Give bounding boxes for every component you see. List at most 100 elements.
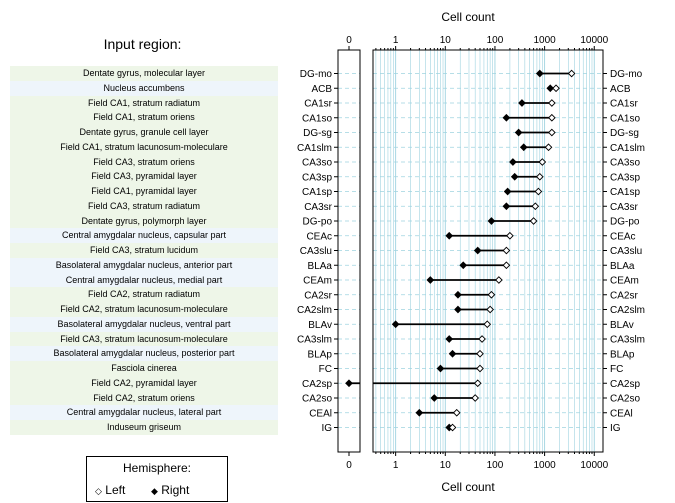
right-hemisphere-point <box>487 217 496 225</box>
region-abbr-right: ACB <box>610 84 631 95</box>
left-hemisphere-point <box>495 276 503 284</box>
region-name: Field CA2, stratum oriens <box>10 390 278 406</box>
legend-item-left: ◇ Left <box>95 483 125 497</box>
right-hemisphere-point <box>430 394 439 402</box>
page-title: Input region: <box>103 36 182 52</box>
region-name: Induseum griseum <box>10 420 278 435</box>
right-hemisphere-point <box>535 69 544 78</box>
legend-label-left: Left <box>105 483 126 497</box>
region-abbr-left: DG-sg <box>303 128 332 139</box>
right-hemisphere-point <box>510 172 519 181</box>
left-hemisphere-point <box>471 394 480 402</box>
left-hemisphere-point <box>502 261 511 270</box>
left-hemisphere-point <box>548 113 556 122</box>
zero-tick-label: 0 <box>346 35 352 46</box>
region-name: Central amygdalar nucleus, capsular part <box>10 228 278 243</box>
region-abbr-left: CA1sr <box>304 99 332 110</box>
right-hemisphere-point <box>503 187 512 196</box>
region-name: Field CA2, pyramidal layer <box>10 375 278 391</box>
left-hemisphere-point <box>486 305 494 314</box>
region-abbr-left: CEAm <box>303 276 332 287</box>
right-hemisphere-point <box>345 379 353 388</box>
region-abbr-left: CA3sp <box>302 172 332 183</box>
region-abbr-right: DG-sg <box>610 128 639 139</box>
left-hemisphere-point <box>473 379 482 388</box>
region-name: Field CA1, pyramidal layer <box>10 184 278 199</box>
region-abbr-left: CA3slu <box>300 246 332 257</box>
left-hemisphere-point <box>448 423 457 432</box>
region-abbr-right: CEAm <box>610 276 639 287</box>
right-hemisphere-point <box>391 320 400 329</box>
right-hemisphere-point <box>454 305 462 314</box>
right-hemisphere-point <box>448 349 457 358</box>
left-hemisphere-point <box>452 408 461 417</box>
region-abbr-right: BLAv <box>610 320 634 331</box>
region-abbr-right: CA2sr <box>610 290 638 301</box>
region-abbr-right: CA2so <box>610 394 640 405</box>
right-hemisphere-point <box>518 99 526 107</box>
region-abbr-left: CA1sp <box>302 187 332 198</box>
right-hemisphere-point <box>546 84 555 93</box>
region-abbr-right: DG-mo <box>610 69 643 80</box>
region-name: Field CA3, stratum oriens <box>10 154 278 170</box>
region-abbr-left: CA1so <box>302 113 332 124</box>
region-abbr-right: CEAl <box>610 408 633 419</box>
right-hemisphere-point <box>502 113 511 122</box>
right-hemisphere-point <box>502 202 511 211</box>
region-name: Central amygdalar nucleus, lateral part <box>10 405 278 420</box>
region-abbr-right: CA1slm <box>610 143 645 154</box>
region-name: Central amygdalar nucleus, medial part <box>10 272 278 288</box>
region-name: Field CA3, pyramidal layer <box>10 169 278 184</box>
region-abbr-left: FC <box>319 364 332 375</box>
region-name: Dentate gyrus, polymorph layer <box>10 213 278 229</box>
region-name: Field CA3, stratum lucidum <box>10 243 278 258</box>
x-axis-label-top: Cell count <box>441 10 495 24</box>
right-hemisphere-point <box>445 335 454 343</box>
left-hemisphere-point <box>535 172 544 181</box>
right-hemisphere-point <box>519 143 528 152</box>
left-hemisphere-point <box>529 217 538 225</box>
region-abbr-left: CA3slm <box>297 335 332 346</box>
region-name: Basolateral amygdalar nucleus, anterior … <box>10 257 278 273</box>
tick-label: 10000 <box>580 460 608 471</box>
legend: Hemisphere: ◇ Left ◆ Right <box>86 456 228 502</box>
tick-label: 100 <box>487 460 504 471</box>
right-hemisphere-point <box>514 128 523 137</box>
region-abbr-left: IG <box>321 423 332 434</box>
open-diamond-icon: ◇ <box>95 486 102 496</box>
x-axis-label-bottom: Cell count <box>441 480 495 494</box>
region-abbr-right: CA1sr <box>610 99 638 110</box>
region-abbr-right: CA2slm <box>610 305 645 316</box>
region-name: Nucleus accumbens <box>10 80 278 96</box>
region-abbr-left: CEAc <box>306 231 332 242</box>
region-abbr-right: CA1sp <box>610 187 640 198</box>
left-hemisphere-point <box>502 246 511 255</box>
right-hemisphere-point <box>459 261 468 270</box>
region-abbr-left: CA3sr <box>304 202 332 213</box>
legend-item-right: ◆ Right <box>151 483 189 497</box>
region-abbr-left: DG-mo <box>300 69 333 80</box>
zero-tick-label: 0 <box>346 460 352 471</box>
region-abbr-right: DG-po <box>610 217 640 228</box>
region-abbr-left: CA1slm <box>297 143 332 154</box>
region-abbr-right: CA3slm <box>610 335 645 346</box>
region-name: Field CA1, stratum oriens <box>10 110 278 125</box>
region-abbr-left: BLAa <box>308 261 333 272</box>
tick-label: 10000 <box>580 35 608 46</box>
tick-label: 1000 <box>533 460 556 471</box>
region-name: Fasciola cinerea <box>10 361 278 376</box>
region-name: Basolateral amygdalar nucleus, ventral p… <box>10 316 278 332</box>
region-abbr-left: DG-po <box>303 217 333 228</box>
left-hemisphere-point <box>476 349 484 358</box>
region-abbr-right: BLAa <box>610 261 635 272</box>
left-hemisphere-point <box>534 187 543 196</box>
region-name: Field CA3, stratum lacunosum-moleculare <box>10 331 278 347</box>
tick-label: 100 <box>487 35 504 46</box>
left-hemisphere-point <box>552 84 560 93</box>
region-abbr-left: ACB <box>311 84 332 95</box>
left-hemisphere-point <box>544 143 553 152</box>
region-abbr-left: CA3so <box>302 158 332 169</box>
region-abbr-right: CA3sr <box>610 202 638 213</box>
right-hemisphere-point <box>473 246 482 255</box>
